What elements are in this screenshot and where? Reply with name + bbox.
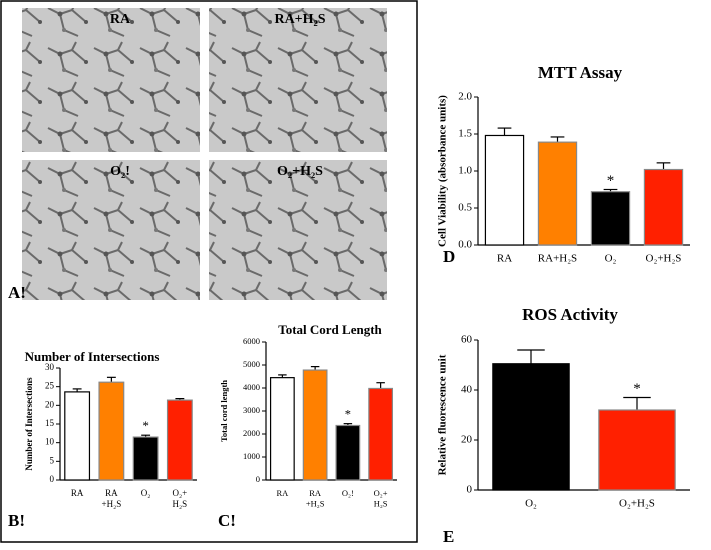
image-label: RA+H₂S bbox=[274, 12, 325, 27]
bar bbox=[537, 141, 578, 246]
micrograph bbox=[22, 8, 200, 152]
panel-label: A! bbox=[8, 283, 26, 302]
y-tick-label: 25 bbox=[45, 381, 55, 391]
significance-mark: * bbox=[345, 408, 351, 422]
y-tick-label: 6000 bbox=[243, 336, 260, 346]
y-tick-label: 1.5 bbox=[458, 128, 472, 140]
x-tick-label: O₂+ bbox=[374, 488, 388, 498]
x-tick-label: O₂+H₂S bbox=[646, 253, 682, 265]
y-tick-label: 0.0 bbox=[458, 239, 472, 251]
y-tick-label: 20 bbox=[461, 434, 473, 446]
y-tick-label: 15 bbox=[45, 418, 55, 428]
x-tick-label: +H₂S bbox=[306, 498, 325, 508]
chart-title: MTT Assay bbox=[538, 63, 623, 82]
x-tick-label: H₂S bbox=[173, 499, 188, 509]
x-tick-label: O₂! bbox=[342, 488, 354, 498]
bar bbox=[643, 168, 684, 246]
bar bbox=[64, 391, 91, 481]
bar bbox=[492, 363, 570, 491]
bar bbox=[166, 399, 193, 481]
y-tick-label: 20 bbox=[45, 399, 55, 409]
y-tick-label: 1000 bbox=[243, 451, 260, 461]
x-tick-label: O₂ bbox=[605, 253, 617, 265]
x-tick-label: O₂+ bbox=[173, 488, 188, 498]
panel-label: B! bbox=[8, 511, 25, 530]
bar bbox=[590, 191, 631, 246]
chart-title: ROS Activity bbox=[522, 305, 618, 324]
y-tick-label: 3000 bbox=[243, 405, 260, 415]
bar bbox=[98, 381, 125, 481]
bar bbox=[598, 409, 676, 491]
y-tick-label: 5 bbox=[50, 455, 55, 465]
y-axis-label: Number of Intersections bbox=[24, 377, 34, 471]
y-tick-label: 0 bbox=[50, 474, 55, 484]
significance-mark: * bbox=[607, 173, 615, 189]
micrograph bbox=[209, 160, 387, 300]
y-tick-label: 10 bbox=[45, 437, 55, 447]
chart-title: Number of Intersections bbox=[25, 349, 160, 364]
x-tick-label: O₂ bbox=[525, 498, 537, 510]
x-tick-label: +H₂S bbox=[102, 499, 122, 509]
y-tick-label: 2.0 bbox=[458, 91, 472, 103]
image-label: RA bbox=[110, 12, 131, 27]
x-tick-label: RA bbox=[71, 488, 84, 498]
bar bbox=[132, 436, 159, 481]
x-tick-label: RA bbox=[309, 488, 322, 498]
x-tick-label: RA bbox=[105, 488, 118, 498]
panel-label: E bbox=[443, 527, 454, 546]
bar bbox=[335, 424, 361, 481]
micrograph bbox=[22, 160, 200, 300]
y-axis-label: Relative fluorescence unit bbox=[437, 354, 449, 475]
y-tick-label: 1.0 bbox=[458, 165, 472, 177]
y-tick-label: 30 bbox=[45, 362, 55, 372]
y-tick-label: 0 bbox=[467, 484, 473, 496]
y-tick-label: 40 bbox=[461, 384, 473, 396]
x-tick-label: O₂ bbox=[141, 488, 151, 498]
y-tick-label: 2000 bbox=[243, 428, 260, 438]
panel-label: D bbox=[443, 247, 455, 266]
y-tick-label: 5000 bbox=[243, 359, 260, 369]
significance-mark: * bbox=[142, 418, 149, 433]
x-tick-label: RA bbox=[276, 488, 289, 498]
y-tick-label: 4000 bbox=[243, 382, 260, 392]
y-axis-label: Cell Viability (absorbance units) bbox=[437, 95, 449, 247]
image-label: O₂+H₂S bbox=[277, 164, 323, 179]
image-label: O₂! bbox=[110, 164, 130, 179]
y-tick-label: 0.5 bbox=[458, 202, 472, 214]
y-axis-label: Total cord length bbox=[219, 380, 229, 442]
x-tick-label: H₂S bbox=[374, 498, 388, 508]
bar bbox=[484, 134, 525, 246]
y-tick-label: 60 bbox=[461, 334, 473, 346]
significance-mark: * bbox=[633, 381, 641, 397]
panel-frame bbox=[0, 0, 418, 543]
panel-label: C! bbox=[218, 511, 236, 530]
chart-title: Total Cord Length bbox=[278, 322, 382, 337]
x-tick-label: O₂+H₂S bbox=[619, 498, 655, 510]
x-tick-label: RA+H₂S bbox=[538, 253, 577, 265]
y-tick-label: 0 bbox=[256, 474, 260, 484]
bar bbox=[368, 387, 394, 481]
bar bbox=[302, 369, 328, 481]
x-tick-label: RA bbox=[497, 253, 512, 265]
micrograph bbox=[209, 8, 387, 152]
bar bbox=[269, 377, 295, 481]
